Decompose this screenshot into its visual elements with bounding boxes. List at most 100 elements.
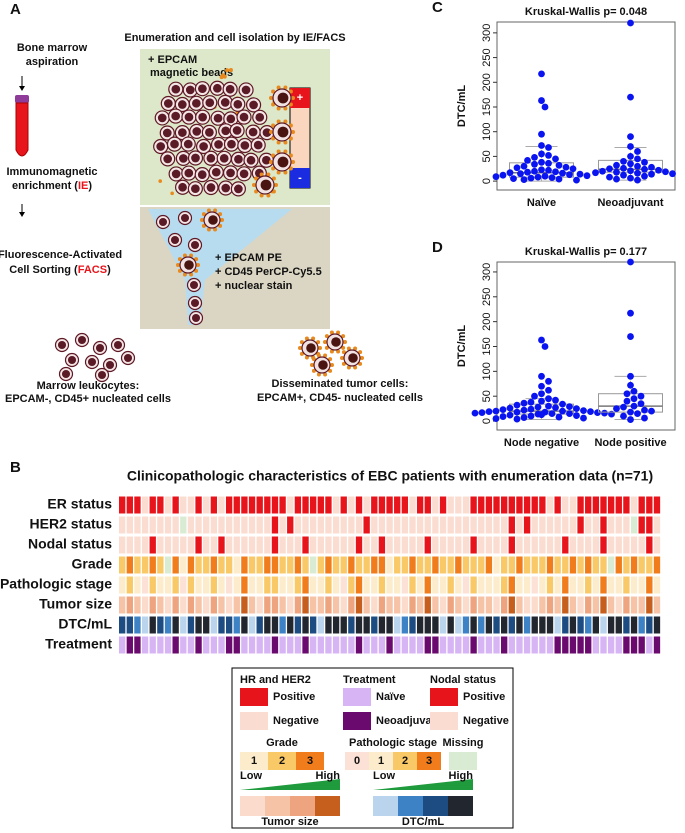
legend-text: DTC/mL [402, 816, 444, 828]
box-text: + nuclear stain [215, 280, 293, 292]
nucleus [205, 128, 214, 137]
data-point [662, 168, 669, 176]
heatmap-cell [348, 496, 355, 514]
magnet-pole [290, 168, 310, 188]
nucleus [225, 84, 235, 94]
heatmap-cell [310, 636, 317, 654]
bead [310, 363, 314, 367]
heatmap-cell [470, 636, 477, 654]
data-point [531, 153, 538, 161]
bead [298, 346, 302, 350]
heatmap-cell [302, 556, 309, 574]
data-point [538, 411, 545, 418]
heatmap-cell [279, 616, 286, 634]
heatmap-cell [470, 596, 477, 614]
legend-text: Pathologic stage [349, 737, 437, 749]
heatmap-cell [447, 516, 454, 534]
data-point [630, 387, 638, 395]
data-point [580, 407, 587, 415]
data-point [538, 336, 545, 344]
heatmap-cell [401, 576, 409, 594]
heatmap-cell [225, 596, 233, 614]
heatmap-cell [187, 536, 195, 554]
heatmap-cell [157, 636, 164, 654]
heatmap-cell [531, 536, 538, 554]
heatmap-cell [455, 636, 462, 654]
nucleus [105, 360, 115, 370]
data-point [520, 399, 528, 407]
y-tick-label: 0 [481, 178, 493, 184]
heatmap-cell [394, 576, 401, 594]
heatmap-cell [332, 556, 340, 574]
heatmap-cell [630, 636, 638, 654]
heatmap-cell [455, 576, 462, 594]
data-point [613, 168, 620, 176]
bead [259, 172, 264, 177]
nucleus [184, 260, 194, 270]
data-point [613, 175, 620, 183]
data-point [545, 386, 552, 394]
heatmap-cell [485, 496, 493, 514]
heatmap-cell [447, 576, 454, 594]
heatmap-cell [623, 576, 630, 594]
heatmap-cell [157, 556, 164, 574]
heatmap-cell [149, 536, 156, 554]
bead [206, 208, 211, 213]
heatmap-cell [164, 516, 172, 534]
heatmap-cell [478, 496, 485, 514]
heatmap-cell [455, 556, 462, 574]
data-point [520, 162, 528, 170]
heatmap-cell [172, 516, 179, 534]
bead [358, 361, 363, 366]
heatmap-cell [462, 576, 470, 594]
heatmap-cell [134, 556, 141, 574]
heatmap-cell [432, 576, 439, 594]
nucleus [158, 217, 168, 227]
heatmap-cell [203, 596, 210, 614]
heatmap-cell [172, 636, 179, 654]
legend-text: Missing [443, 737, 484, 749]
x-tick-label: Node negative [504, 437, 579, 449]
heatmap-cell [164, 536, 172, 554]
data-point [492, 173, 500, 181]
bead [329, 330, 334, 335]
heatmap-cell [394, 596, 401, 614]
heatmap-cell [424, 596, 431, 614]
heatmap-cell [615, 596, 622, 614]
data-point [620, 164, 627, 172]
heatmap-cell [187, 596, 195, 614]
bead [182, 253, 187, 258]
row-label: Grade [72, 556, 113, 572]
heatmap-cell [141, 516, 149, 534]
bead [271, 166, 276, 171]
heatmap-cell [378, 536, 386, 554]
data-point [627, 258, 634, 266]
heatmap-cell [241, 556, 248, 574]
heatmap-cell [638, 516, 645, 534]
heatmap-cell [394, 536, 401, 554]
nucleus [262, 155, 271, 165]
heatmap-cell [172, 536, 179, 554]
heatmap-cell [180, 576, 187, 594]
heatmap-cell [294, 496, 302, 514]
heatmap-cell [340, 556, 347, 574]
heatmap-cell [378, 576, 386, 594]
heatmap-cell [424, 576, 431, 594]
heatmap-cell [646, 516, 653, 534]
data-point [538, 97, 545, 104]
nucleus [198, 84, 207, 94]
heatmap-cell [424, 556, 431, 574]
bead [276, 85, 281, 90]
data-point [492, 415, 500, 422]
nucleus [221, 183, 231, 193]
bead [228, 67, 233, 72]
nucleus [277, 156, 289, 168]
heatmap-cell [493, 536, 500, 554]
bead [343, 340, 347, 344]
heatmap-cell [562, 616, 569, 634]
heatmap-cell [287, 616, 294, 634]
heatmap-cell [180, 516, 187, 534]
heatmap-cell [439, 536, 447, 554]
heatmap-cell [638, 556, 645, 574]
heatmap-cell [523, 516, 531, 534]
